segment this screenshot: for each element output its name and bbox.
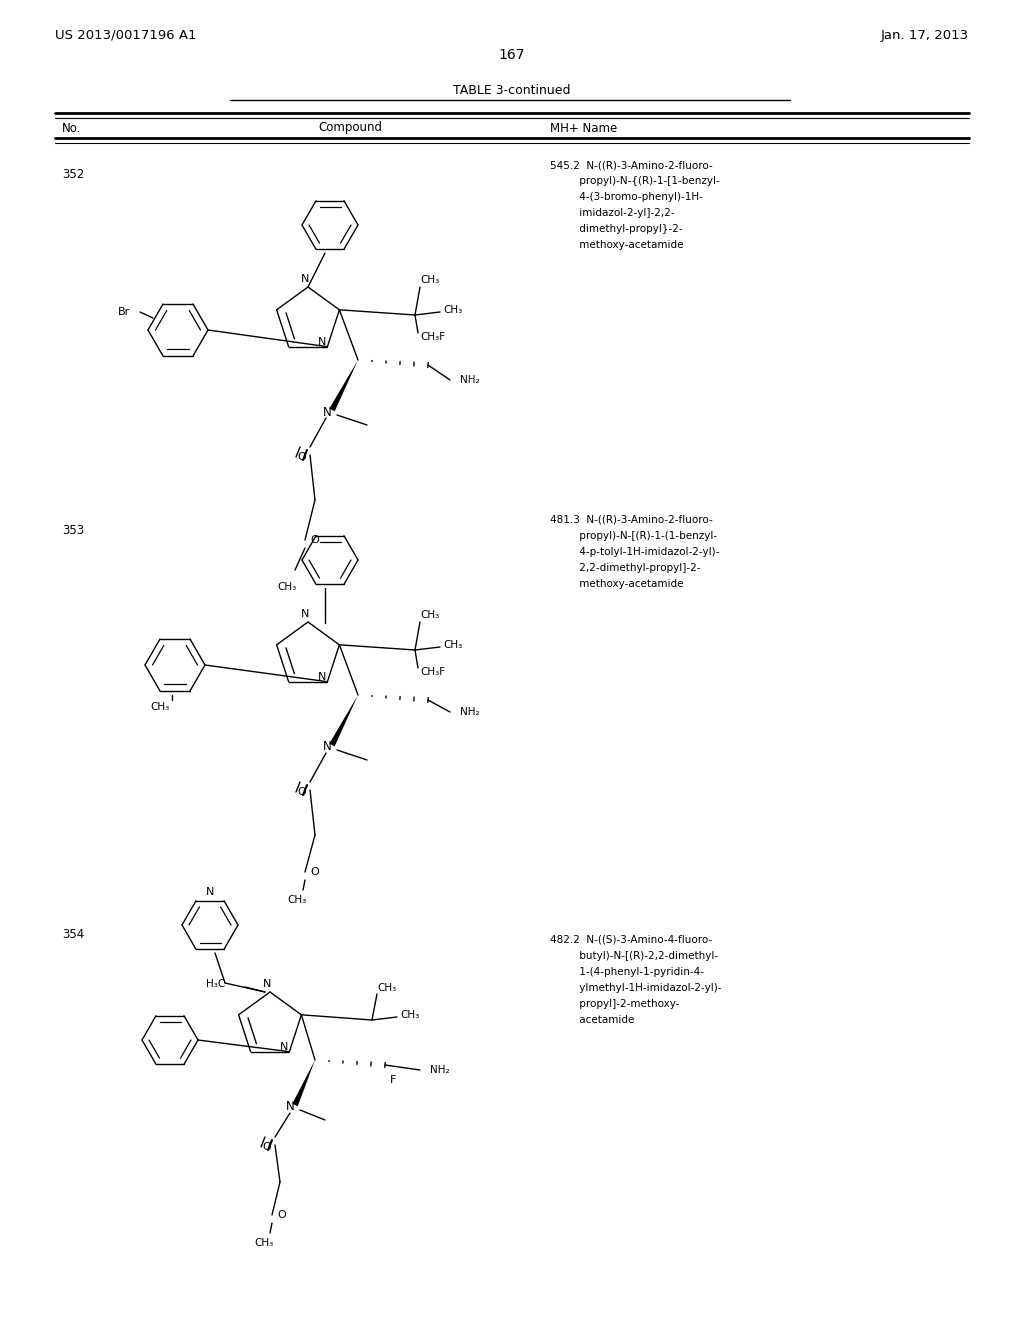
Text: CH₃: CH₃	[420, 275, 439, 285]
Text: methoxy-acetamide: methoxy-acetamide	[550, 240, 683, 249]
Text: 1-(4-phenyl-1-pyridin-4-: 1-(4-phenyl-1-pyridin-4-	[550, 968, 705, 977]
Text: N: N	[280, 1041, 288, 1052]
Text: CH₃: CH₃	[420, 610, 439, 620]
Text: dimethyl-propyl}-2-: dimethyl-propyl}-2-	[550, 224, 683, 234]
Text: Jan. 17, 2013: Jan. 17, 2013	[881, 29, 969, 41]
Text: 354: 354	[62, 928, 84, 941]
Text: methoxy-acetamide: methoxy-acetamide	[550, 579, 683, 589]
Text: CH₃: CH₃	[254, 1238, 273, 1247]
Text: CH₃: CH₃	[443, 640, 462, 649]
Text: CH₃: CH₃	[377, 983, 396, 993]
Polygon shape	[292, 1060, 315, 1106]
Text: 4-p-tolyl-1H-imidazol-2-yl)-: 4-p-tolyl-1H-imidazol-2-yl)-	[550, 546, 720, 557]
Text: O: O	[310, 535, 318, 545]
Text: N: N	[323, 741, 332, 754]
Text: O: O	[297, 451, 306, 462]
Text: O: O	[278, 1210, 286, 1220]
Text: H₃C: H₃C	[206, 979, 225, 989]
Text: CH₃F: CH₃F	[420, 333, 445, 342]
Text: F: F	[390, 1074, 396, 1085]
Polygon shape	[330, 360, 358, 412]
Text: N: N	[301, 275, 309, 284]
Text: 481.3  N-((R)-3-Amino-2-fluoro-: 481.3 N-((R)-3-Amino-2-fluoro-	[550, 515, 713, 525]
Text: CH₃: CH₃	[443, 305, 462, 315]
Text: propyl)-N-[(R)-1-(1-benzyl-: propyl)-N-[(R)-1-(1-benzyl-	[550, 531, 717, 541]
Text: MH+ Name: MH+ Name	[550, 121, 617, 135]
Text: N: N	[323, 405, 332, 418]
Text: CH₃F: CH₃F	[420, 667, 445, 677]
Text: 167: 167	[499, 48, 525, 62]
Text: N: N	[263, 979, 271, 989]
Text: No.: No.	[62, 121, 81, 135]
Text: CH₃: CH₃	[288, 895, 306, 906]
Text: 352: 352	[62, 169, 84, 181]
Text: 4-(3-bromo-phenyl)-1H-: 4-(3-bromo-phenyl)-1H-	[550, 191, 702, 202]
Text: 2,2-dimethyl-propyl]-2-: 2,2-dimethyl-propyl]-2-	[550, 564, 700, 573]
Text: N: N	[317, 337, 327, 347]
Text: NH₂: NH₂	[460, 708, 479, 717]
Text: 482.2  N-((S)-3-Amino-4-fluoro-: 482.2 N-((S)-3-Amino-4-fluoro-	[550, 935, 713, 945]
Text: propyl)-N-{(R)-1-[1-benzyl-: propyl)-N-{(R)-1-[1-benzyl-	[550, 176, 720, 186]
Text: CH₃: CH₃	[400, 1010, 419, 1020]
Text: NH₂: NH₂	[430, 1065, 450, 1074]
Text: 353: 353	[62, 524, 84, 536]
Text: CH₃: CH₃	[151, 702, 170, 711]
Text: US 2013/0017196 A1: US 2013/0017196 A1	[55, 29, 197, 41]
Text: Compound: Compound	[318, 121, 382, 135]
Text: butyl)-N-[(R)-2,2-dimethyl-: butyl)-N-[(R)-2,2-dimethyl-	[550, 950, 718, 961]
Text: N: N	[301, 609, 309, 619]
Text: NH₂: NH₂	[460, 375, 479, 385]
Text: N: N	[317, 672, 327, 682]
Text: CH₃: CH₃	[278, 582, 297, 591]
Text: O: O	[310, 867, 318, 876]
Text: imidazol-2-yl]-2,2-: imidazol-2-yl]-2,2-	[550, 209, 675, 218]
Text: N: N	[286, 1101, 294, 1114]
Text: N: N	[206, 887, 214, 898]
Text: Br: Br	[118, 308, 130, 317]
Polygon shape	[330, 696, 358, 746]
Text: O: O	[262, 1142, 270, 1152]
Text: O: O	[297, 787, 306, 797]
Text: acetamide: acetamide	[550, 1015, 635, 1026]
Text: TABLE 3-continued: TABLE 3-continued	[454, 83, 570, 96]
Text: ylmethyl-1H-imidazol-2-yl)-: ylmethyl-1H-imidazol-2-yl)-	[550, 983, 722, 993]
Text: propyl]-2-methoxy-: propyl]-2-methoxy-	[550, 999, 680, 1008]
Text: 545.2  N-((R)-3-Amino-2-fluoro-: 545.2 N-((R)-3-Amino-2-fluoro-	[550, 160, 713, 170]
